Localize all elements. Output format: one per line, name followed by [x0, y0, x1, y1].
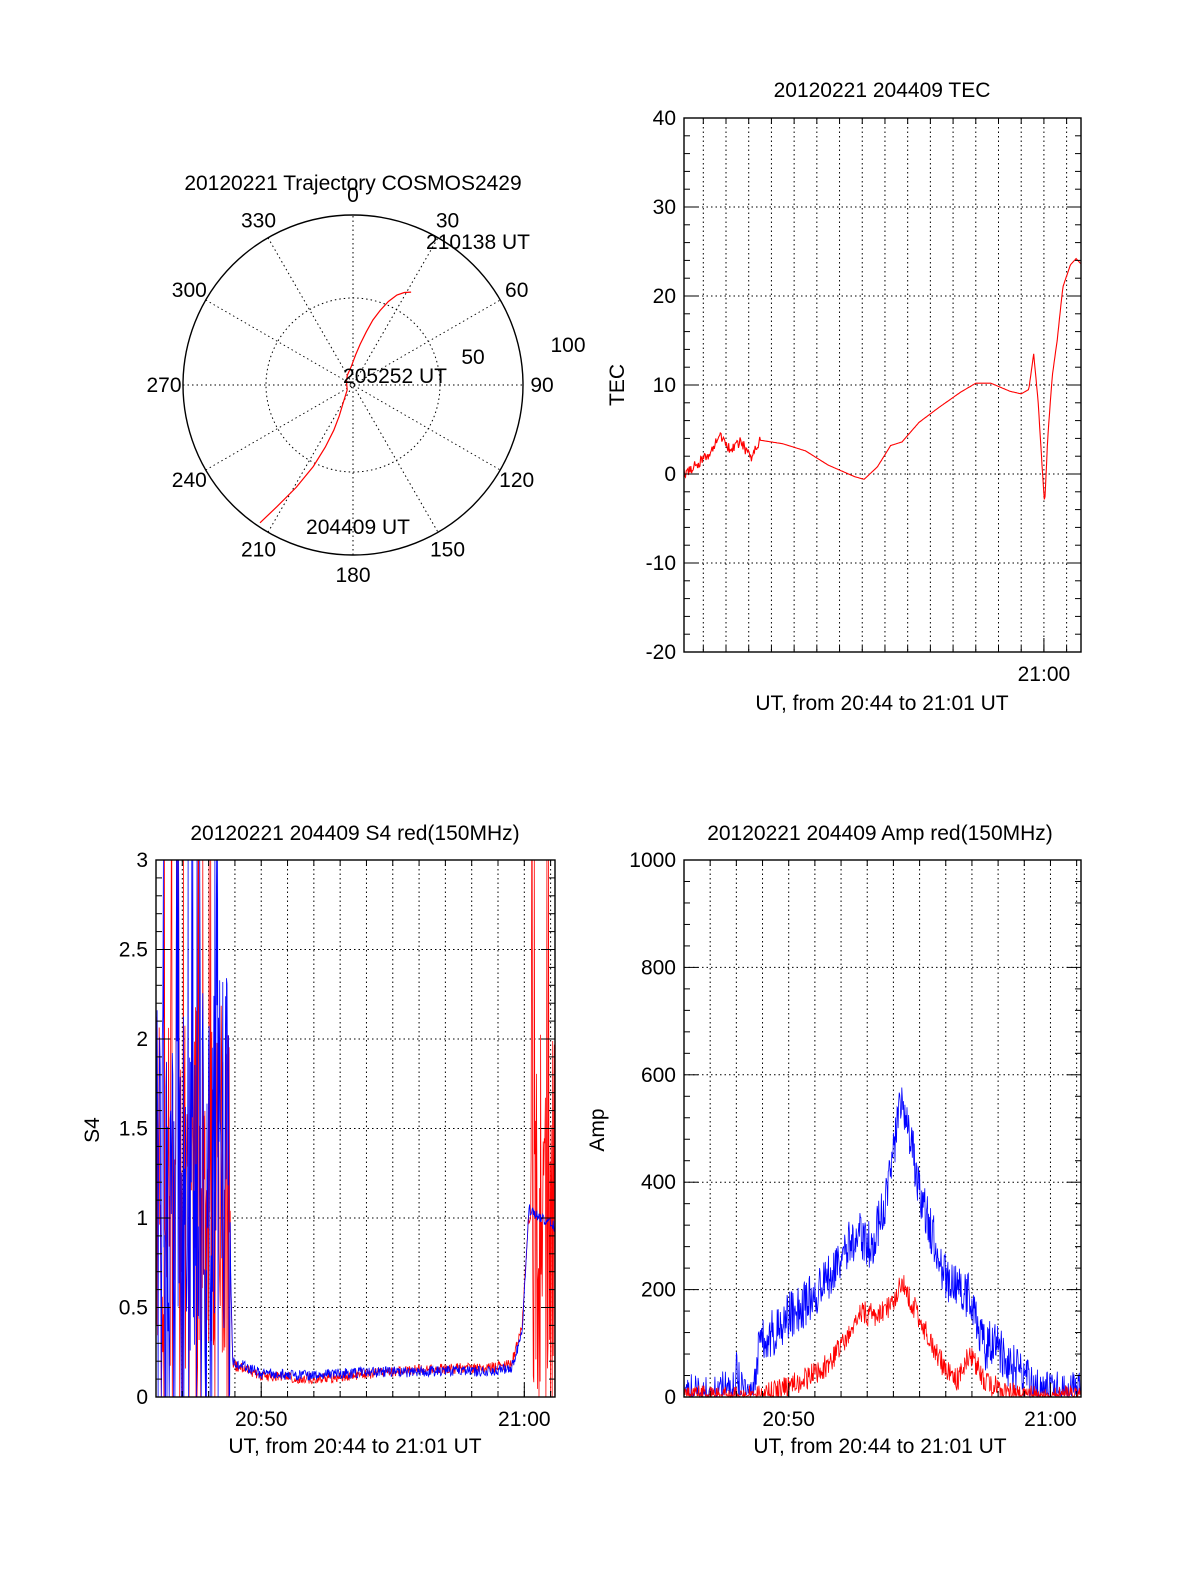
trajectory-panel: 20120221 Trajectory COSMOS2429 0 30 60 90 12…	[146, 172, 585, 587]
tec-panel: 20120221 204409 TEC -20 -10 0 10 20 30 40 21:00…	[606, 79, 1082, 715]
y-tick-label: 2	[136, 1028, 148, 1051]
polar-azimuth-label: 60	[505, 279, 528, 302]
x-tick-label: 20:50	[762, 1408, 815, 1431]
y-tick-label: 2.5	[119, 939, 148, 962]
amp-grid	[684, 860, 1081, 1397]
polar-azimuth-label: 330	[241, 210, 276, 233]
y-tick-label: 0.5	[119, 1297, 148, 1320]
amp-plot-frame	[683, 859, 1082, 1398]
s4-x-axis-label: UT, from 20:44 to 21:01 UT	[228, 1435, 481, 1458]
y-tick-label: 1000	[629, 849, 676, 872]
polar-azimuth-label: 210	[241, 539, 276, 562]
polar-azimuth-label: 30	[436, 210, 459, 233]
y-tick-label: 30	[653, 196, 676, 219]
polar-azimuth-label: 270	[146, 374, 181, 397]
s4-panel: 20120221 204409 S4 red(150MHz) 0 0.5 1 1.5 2…	[81, 822, 556, 1458]
polar-azimuth-label: 0	[347, 184, 359, 207]
y-tick-label: 0	[136, 1386, 148, 1409]
polar-azimuth-label: 120	[499, 469, 534, 492]
y-tick-label: 1	[136, 1207, 148, 1230]
y-tick-label: 40	[653, 107, 676, 130]
y-tick-label: -10	[646, 552, 676, 575]
polar-azimuth-label: 300	[172, 279, 207, 302]
y-tick-label: 3	[136, 849, 148, 872]
s4-title: 20120221 204409 S4 red(150MHz)	[190, 822, 519, 845]
polar-radial-label-50: 50	[461, 346, 484, 369]
s4-grid	[156, 860, 555, 1397]
s4-red-series-line	[155, 859, 556, 1398]
polar-azimuth-label: 180	[335, 564, 370, 587]
x-tick-label: 21:00	[1018, 663, 1071, 686]
polar-azimuth-labels: 0 30 60 90 120 150 180 210 240 270 300 330	[146, 184, 553, 587]
tec-x-axis-label: UT, from 20:44 to 21:01 UT	[755, 692, 1008, 715]
tec-grid	[684, 118, 1081, 652]
amp-blue-series-line	[683, 1087, 1082, 1399]
y-tick-label: 800	[641, 956, 676, 979]
trajectory-end-label: 210138 UT	[426, 231, 530, 254]
polar-azimuth-label: 150	[430, 539, 465, 562]
y-tick-label: 200	[641, 1279, 676, 1302]
y-tick-label: 0	[664, 463, 676, 486]
amp-panel: 20120221 204409 Amp red(150MHz) 0 200 400 6…	[586, 822, 1082, 1458]
y-tick-label: -20	[646, 641, 676, 664]
trajectory-mid-label: 205252 UT	[343, 365, 447, 388]
x-tick-label: 21:00	[498, 1408, 551, 1431]
tec-axis-ticks: -20 -10 0 10 20 30 40 21:00	[646, 107, 1081, 686]
amp-y-axis-label: Amp	[586, 1108, 609, 1151]
trajectory-series-line	[259, 291, 412, 524]
amp-axis-ticks: 0 200 400 600 800 1000 20:50 21:00	[629, 849, 1081, 1431]
s4-y-axis-label: S4	[81, 1117, 104, 1143]
s4-blue-series-line	[155, 859, 556, 1398]
amp-red-series-line	[683, 1275, 1082, 1399]
trajectory-title: 20120221 Trajectory COSMOS2429	[184, 172, 521, 195]
y-tick-label: 20	[653, 285, 676, 308]
y-tick-label: 1.5	[119, 1118, 148, 1141]
tec-y-axis-label: TEC	[606, 364, 629, 406]
tec-series-line	[683, 257, 1082, 500]
s4-axis-ticks: 0 0.5 1 1.5 2 2.5 3 20:50 21:00	[119, 849, 555, 1431]
x-tick-label: 21:00	[1024, 1408, 1077, 1431]
y-tick-label: 10	[653, 374, 676, 397]
x-tick-label: 20:50	[235, 1408, 288, 1431]
polar-azimuth-label: 90	[530, 374, 553, 397]
y-tick-label: 0	[664, 1386, 676, 1409]
tec-title: 20120221 204409 TEC	[774, 79, 991, 102]
amp-title: 20120221 204409 Amp red(150MHz)	[707, 822, 1053, 845]
amp-x-axis-label: UT, from 20:44 to 21:01 UT	[753, 1435, 1006, 1458]
trajectory-start-label: 204409 UT	[306, 516, 410, 539]
y-tick-label: 600	[641, 1064, 676, 1087]
polar-radial-label-100: 100	[550, 334, 585, 357]
y-tick-label: 400	[641, 1171, 676, 1194]
polar-azimuth-label: 240	[172, 469, 207, 492]
